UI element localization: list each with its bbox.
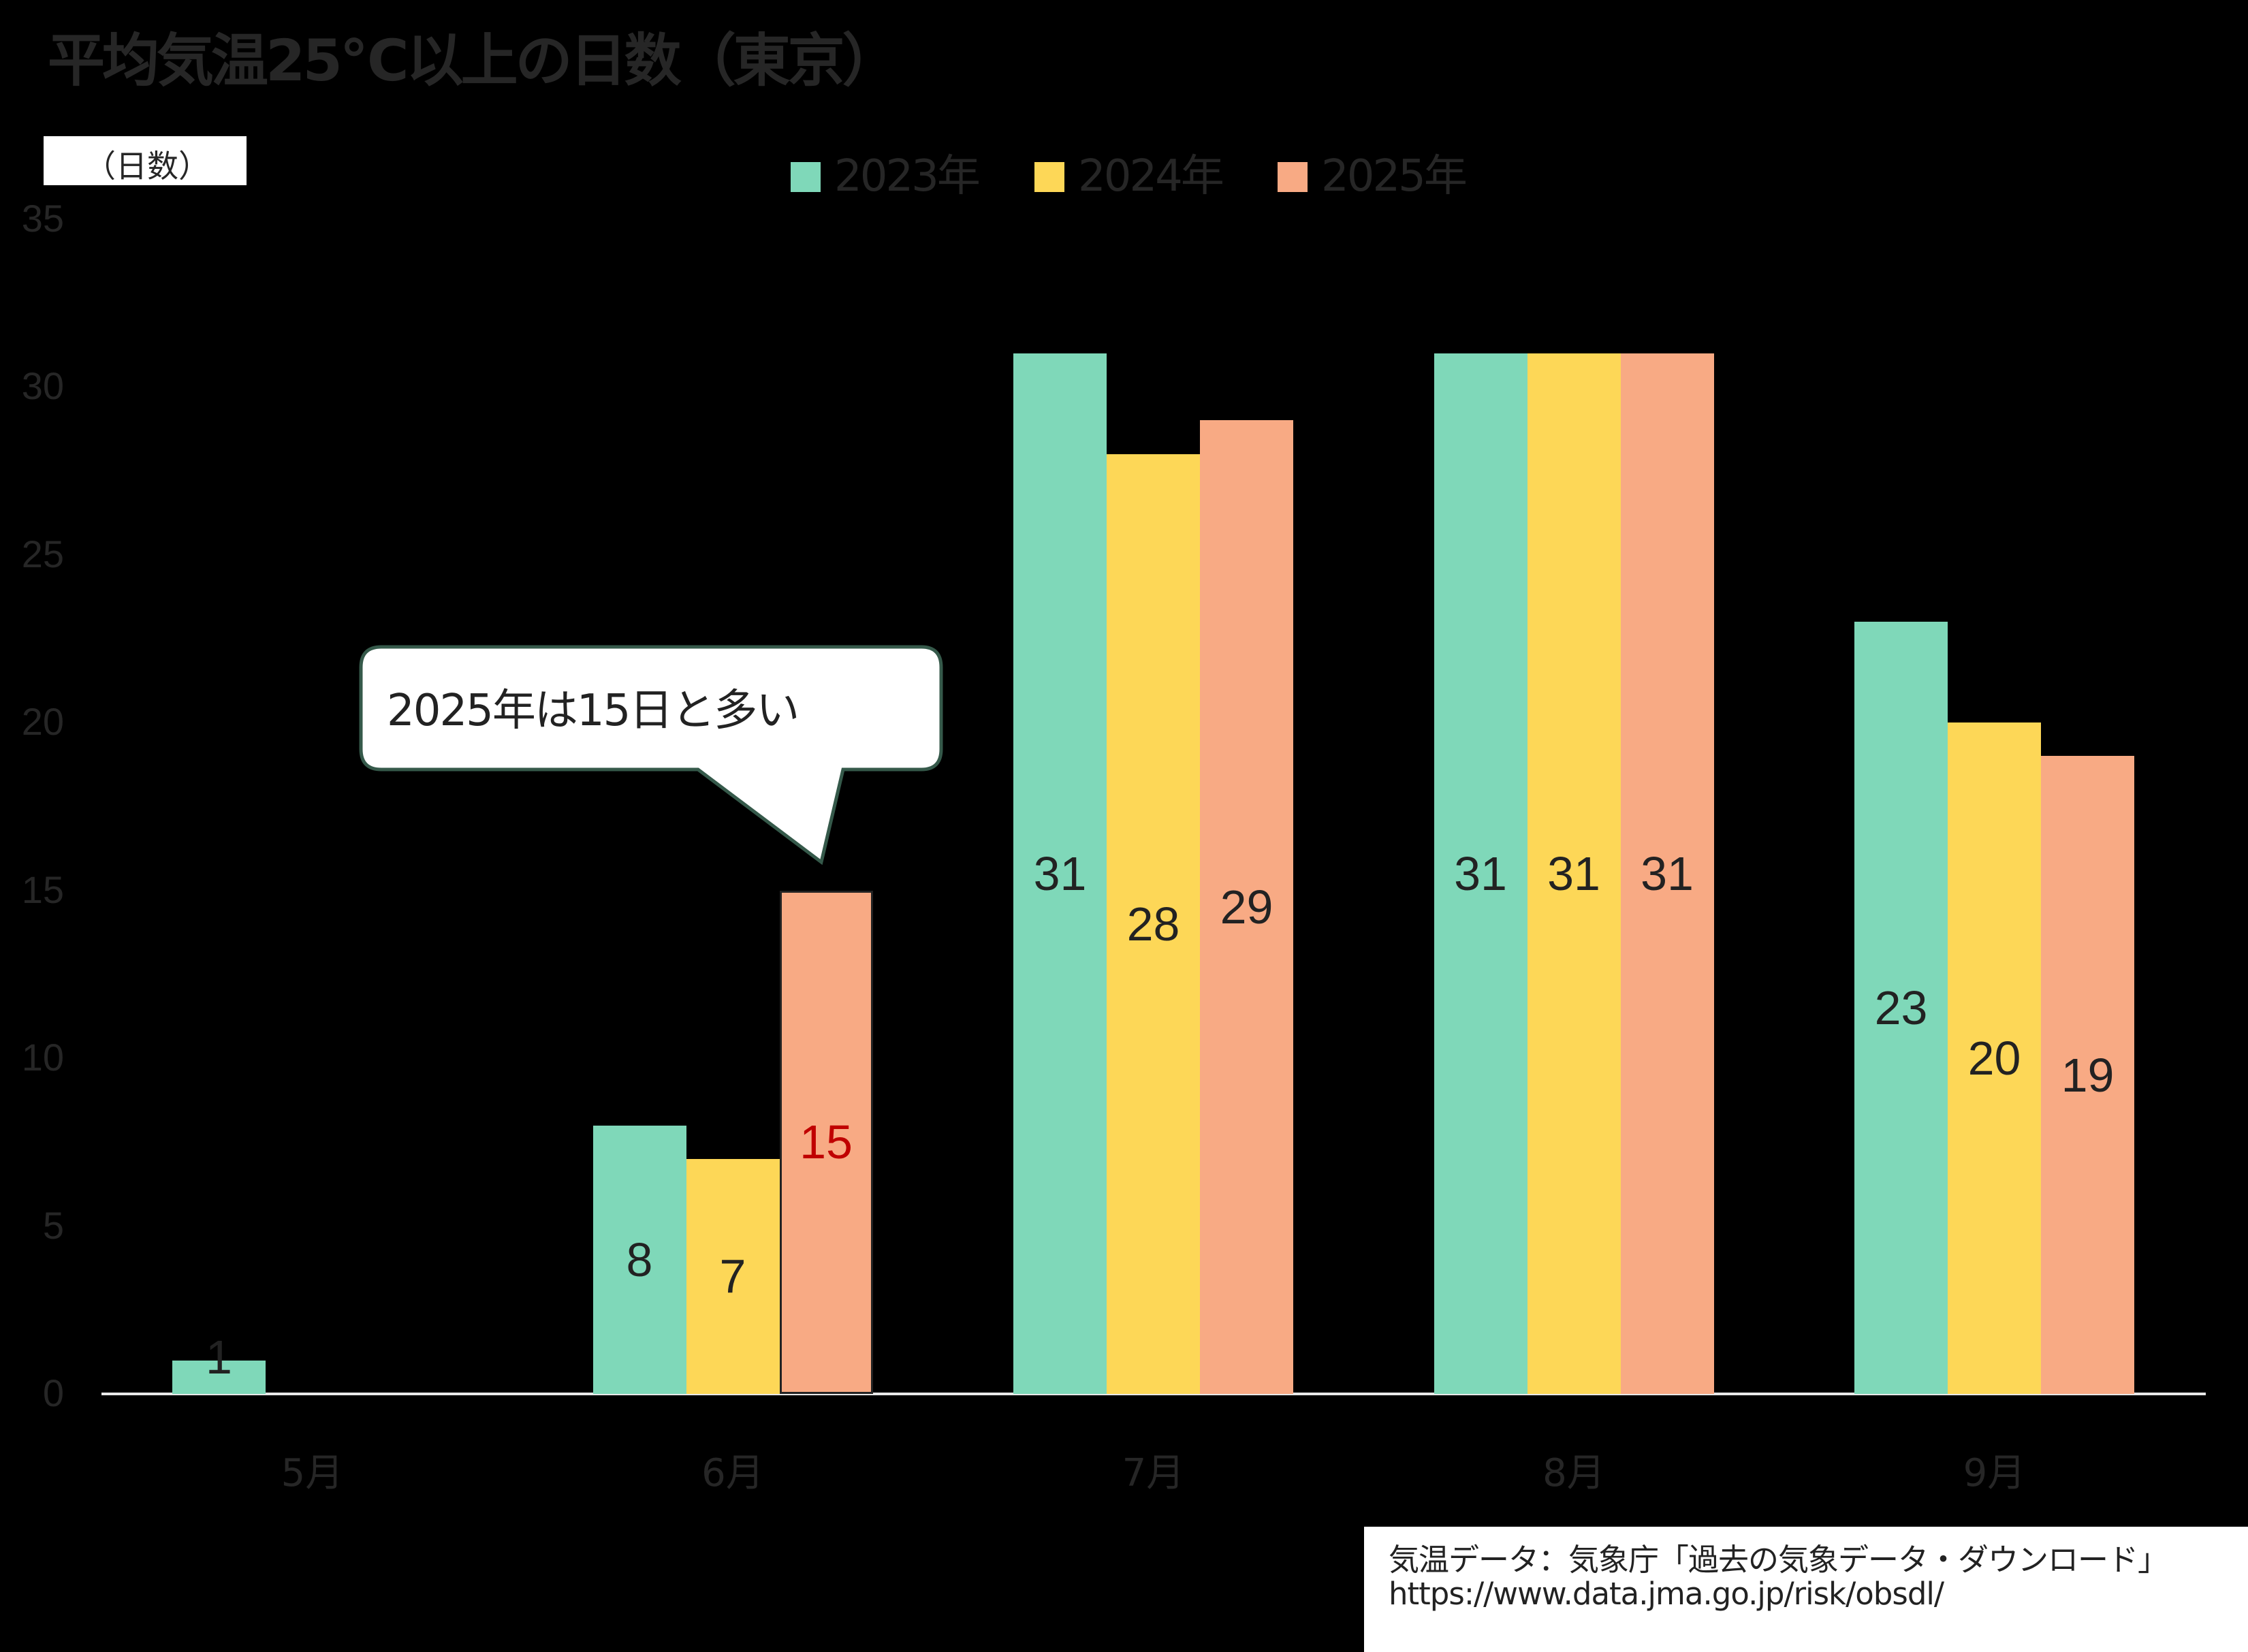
- bar-7月-2024年: [1107, 454, 1200, 1394]
- y-tick-label: 15: [21, 868, 64, 911]
- legend-label: 2023年: [834, 151, 981, 202]
- callout-text: 2025年は15日と多い: [387, 686, 800, 736]
- data-label: 31: [1641, 846, 1694, 900]
- bar-8月-2024年: [1527, 353, 1621, 1394]
- data-label: 19: [2061, 1048, 2115, 1102]
- legend-swatch: [1278, 162, 1308, 192]
- data-label: 23: [1874, 981, 1928, 1035]
- data-label: 29: [1220, 880, 1273, 934]
- y-tick-label: 0: [42, 1371, 64, 1414]
- legend-label: 2024年: [1078, 151, 1224, 202]
- x-tick-label: 5月: [281, 1451, 344, 1495]
- source-note: 気温データ：気象庁「過去の気象データ・ダウンロード」 https://www.d…: [1364, 1527, 2248, 1652]
- bar-7月-2023年: [1013, 353, 1107, 1394]
- x-tick-label: 6月: [701, 1451, 764, 1495]
- source-url: https://www.data.jma.go.jp/risk/obsdl/: [1389, 1576, 1944, 1612]
- data-label: 20: [1967, 1032, 2021, 1085]
- bar-6月-2023年: [592, 1125, 686, 1394]
- legend-swatch: [791, 162, 821, 192]
- bar-8月-2023年: [1434, 353, 1527, 1394]
- chart-title: 平均気温25℃以上の日数（東京）: [48, 27, 900, 94]
- legend-swatch: [1034, 162, 1064, 192]
- bar-8月-2025年: [1620, 353, 1714, 1394]
- legend-label: 2025年: [1321, 151, 1468, 202]
- y-axis-unit-box: （日数）: [44, 136, 247, 185]
- bar-7月-2025年: [1200, 420, 1293, 1394]
- legend-item: 2025年: [1278, 148, 1468, 202]
- y-tick-label: 5: [42, 1203, 64, 1247]
- bar-9月-2024年: [1948, 722, 2041, 1394]
- y-tick-label: 35: [21, 196, 64, 240]
- legend-item: 2024年: [1034, 148, 1224, 202]
- y-axis-unit-label: （日数）: [84, 148, 210, 185]
- data-label: 1: [206, 1330, 232, 1384]
- data-label: 31: [1033, 846, 1087, 900]
- bar-6月-2025年: [779, 890, 873, 1394]
- bar-6月-2024年: [686, 1158, 780, 1394]
- y-tick-label: 30: [21, 364, 64, 407]
- x-tick-label: 8月: [1542, 1451, 1605, 1495]
- data-label: 31: [1547, 846, 1600, 900]
- x-tick-label: 7月: [1122, 1451, 1185, 1495]
- data-label: 7: [719, 1250, 746, 1303]
- bar-9月-2023年: [1854, 622, 1948, 1394]
- data-label: 8: [626, 1233, 653, 1286]
- data-label: 28: [1126, 897, 1180, 951]
- y-tick-label: 20: [21, 700, 64, 743]
- x-axis-line: [101, 1393, 2206, 1395]
- x-tick-label: 9月: [1963, 1451, 2026, 1495]
- data-label: 15: [800, 1115, 853, 1169]
- y-tick-label: 10: [21, 1036, 64, 1079]
- bar-9月-2025年: [2041, 756, 2134, 1394]
- bar-5月-2023年: [172, 1360, 266, 1394]
- source-line-1: 気温データ：気象庁「過去の気象データ・ダウンロード」: [1389, 1542, 2168, 1578]
- y-tick-label: 25: [21, 532, 64, 575]
- data-label: 31: [1454, 846, 1507, 900]
- legend-item: 2023年: [791, 148, 981, 202]
